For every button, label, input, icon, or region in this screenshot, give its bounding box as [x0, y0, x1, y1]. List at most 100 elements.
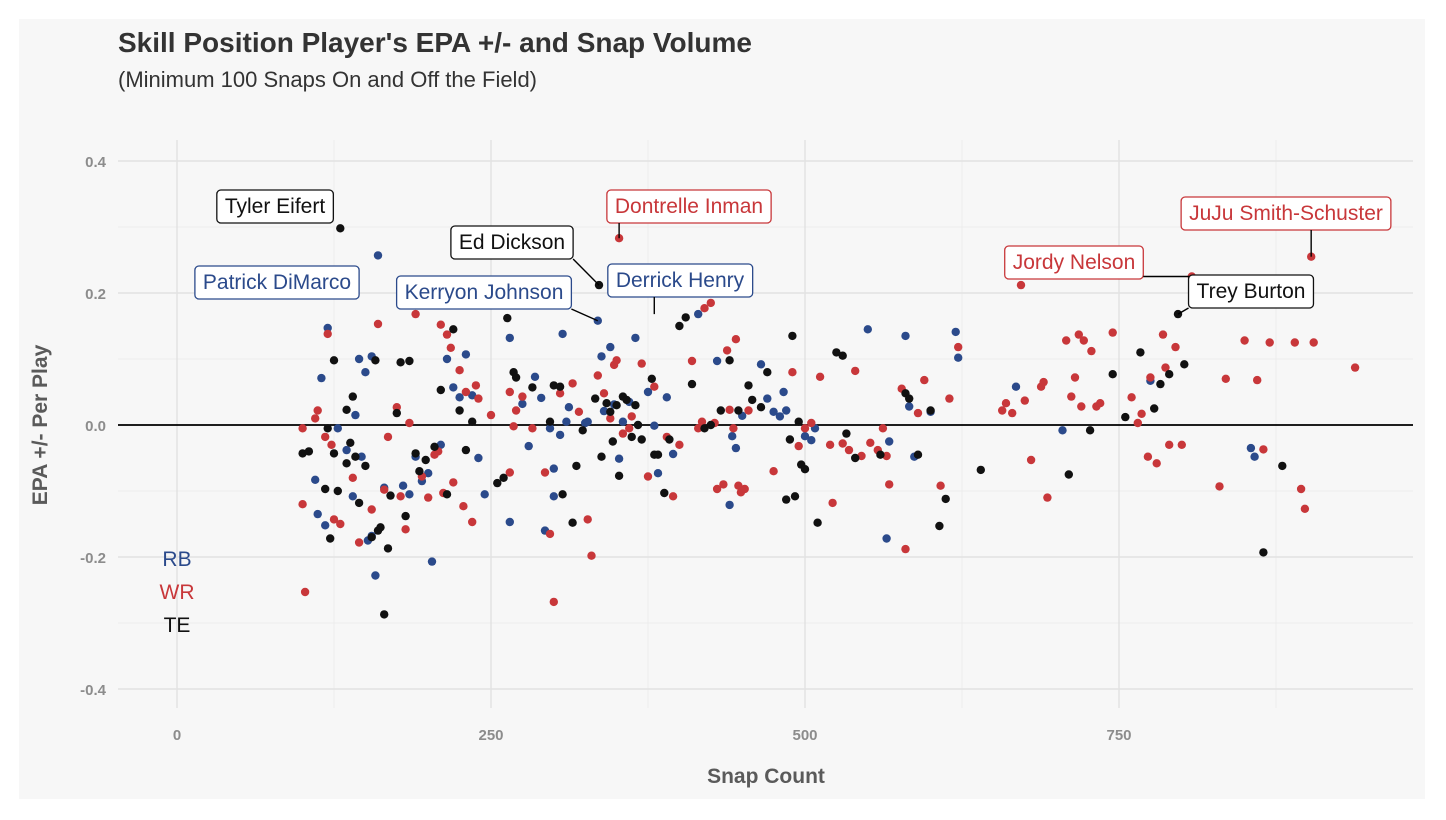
point-wr	[998, 406, 1007, 415]
point-wr	[1087, 346, 1096, 356]
point-te	[442, 490, 452, 499]
point-rb	[373, 251, 383, 260]
point-wr	[455, 366, 464, 375]
annotation-leader	[572, 258, 600, 286]
point-wr	[668, 492, 678, 501]
point-te	[430, 442, 439, 451]
point-wr	[1259, 445, 1268, 454]
point-rb	[694, 309, 703, 319]
point-te	[468, 417, 477, 426]
point-wr	[1290, 338, 1300, 347]
point-te	[788, 331, 797, 341]
annotation-label: Patrick DiMarco	[194, 265, 360, 300]
point-rb	[1011, 382, 1021, 391]
point-wr	[719, 480, 728, 489]
point-wr	[424, 493, 433, 502]
point-te	[367, 533, 376, 542]
point-wr	[1127, 393, 1136, 402]
point-rb	[545, 424, 555, 433]
point-wr	[1133, 418, 1143, 428]
point-rb	[449, 383, 458, 392]
point-te	[716, 406, 725, 415]
point-te	[321, 484, 330, 494]
point-wr	[474, 394, 483, 403]
annotation-label: Ed Dickson	[450, 225, 600, 286]
point-rb	[505, 333, 514, 343]
point-rb	[712, 356, 722, 366]
annotation-leader	[1177, 307, 1189, 315]
point-wr	[401, 525, 410, 534]
point-wr	[606, 414, 615, 423]
point-te	[380, 610, 389, 619]
point-wr	[1165, 440, 1174, 449]
annotation-box	[607, 263, 754, 298]
point-rb	[317, 373, 326, 383]
point-te	[832, 348, 841, 357]
point-te	[744, 381, 753, 390]
point-wr	[1158, 330, 1168, 339]
point-te	[392, 408, 401, 418]
annotation-box	[1180, 196, 1392, 231]
point-rb	[769, 407, 778, 416]
point-wr	[722, 346, 732, 355]
point-te	[653, 450, 663, 459]
point-wr	[327, 440, 336, 449]
point-te	[1156, 379, 1165, 389]
chart-title: Skill Position Player's EPA +/- and Snap…	[118, 27, 752, 58]
annotation-text: Dontrelle Inman	[615, 195, 763, 218]
point-wr	[1108, 328, 1117, 337]
point-rb	[807, 436, 816, 445]
annotation-text: JuJu Smith-Schuster	[1189, 202, 1383, 225]
point-wr	[298, 424, 307, 433]
point-wr	[687, 356, 697, 366]
point-wr	[574, 407, 584, 416]
point-wr	[857, 451, 866, 461]
point-te	[602, 399, 611, 408]
point-wr	[505, 468, 514, 477]
point-wr	[945, 394, 954, 403]
point-wr	[920, 375, 929, 385]
point-te	[461, 445, 471, 455]
point-wr	[599, 389, 609, 398]
point-wr	[1215, 482, 1224, 491]
point-te	[790, 492, 800, 501]
point-te	[612, 401, 621, 410]
y-tick-label: 0.0	[85, 418, 106, 435]
point-te	[597, 452, 606, 461]
annotation-label: Dontrelle Inman	[606, 189, 772, 239]
y-tick-label: 0.2	[85, 286, 106, 303]
point-wr	[815, 372, 825, 381]
x-axis-ticks: 0 250 500 750	[173, 727, 1132, 744]
point-te	[499, 473, 508, 482]
point-wr	[1067, 392, 1076, 401]
annotation-label: Derrick Henry	[607, 263, 754, 315]
point-te	[333, 486, 342, 496]
point-wr	[627, 412, 636, 421]
point-wr	[625, 424, 634, 433]
annotation-box	[606, 189, 772, 224]
point-te	[725, 356, 734, 365]
annotation-text: Trey Burton	[1197, 280, 1306, 303]
point-te	[1085, 426, 1095, 435]
point-te	[1064, 470, 1074, 479]
point-te	[800, 465, 810, 474]
point-te	[734, 406, 743, 415]
point-wr	[697, 417, 707, 426]
point-rb	[518, 399, 527, 409]
point-rb	[901, 331, 910, 341]
point-rb	[782, 406, 791, 415]
point-te	[976, 465, 985, 475]
point-wr	[612, 356, 621, 365]
point-te	[411, 449, 420, 458]
point-rb	[558, 329, 567, 339]
point-te	[361, 461, 370, 471]
point-wr	[1309, 338, 1318, 347]
point-wr	[618, 429, 628, 438]
point-te	[329, 356, 339, 365]
point-wr	[1062, 336, 1071, 345]
annotation-box	[1187, 274, 1315, 309]
point-rb	[643, 387, 653, 397]
point-te	[326, 534, 335, 543]
point-wr	[313, 406, 322, 415]
point-te	[572, 461, 581, 471]
